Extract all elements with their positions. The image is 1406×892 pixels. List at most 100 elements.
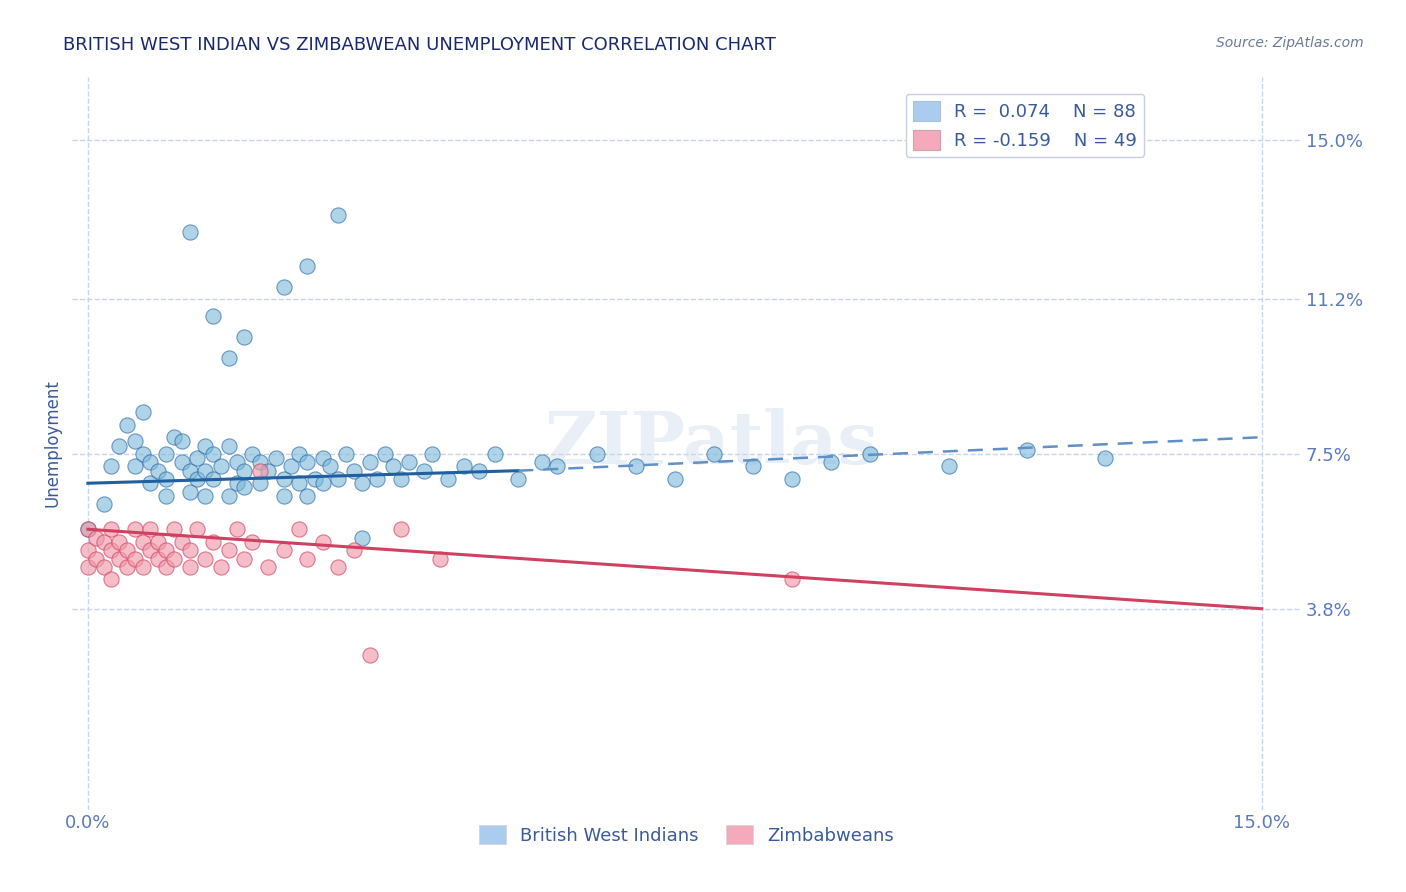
Point (453, 459, 475, 474)
Point (124, 459, 146, 474)
Point (170, 455, 193, 469)
Point (131, 405, 153, 419)
Point (186, 522, 208, 536)
Point (311, 534, 333, 549)
Point (295, 455, 318, 469)
Point (179, 560, 201, 574)
Point (225, 455, 247, 469)
Point (209, 459, 232, 474)
Point (209, 560, 232, 574)
Point (155, 472, 177, 486)
Point (194, 464, 217, 478)
Point (398, 455, 420, 469)
Point (186, 472, 208, 486)
Point (288, 447, 311, 461)
Point (155, 543, 177, 558)
Point (163, 430, 186, 444)
Point (77, 543, 100, 558)
Text: Source: ZipAtlas.com: Source: ZipAtlas.com (1216, 36, 1364, 50)
Point (240, 534, 263, 549)
Point (124, 551, 146, 566)
Point (389, 472, 412, 486)
Point (84, 551, 107, 566)
Point (108, 534, 131, 549)
Point (93, 534, 115, 549)
Point (179, 464, 201, 478)
Point (264, 451, 287, 466)
Point (139, 543, 162, 558)
Point (233, 330, 256, 344)
Point (546, 459, 568, 474)
Point (179, 543, 201, 558)
Point (295, 551, 318, 566)
Point (84, 531, 107, 545)
Point (273, 543, 295, 558)
Point (468, 464, 491, 478)
Point (148, 534, 170, 549)
Point (218, 489, 240, 503)
Legend: R =  0.074    N = 88, R = -0.159    N = 49: R = 0.074 N = 88, R = -0.159 N = 49 (905, 94, 1144, 157)
Point (530, 455, 553, 469)
Point (131, 560, 153, 574)
Point (115, 417, 138, 432)
Point (343, 543, 366, 558)
Point (179, 225, 201, 239)
Point (335, 447, 357, 461)
Point (108, 439, 131, 453)
Point (249, 464, 271, 478)
Point (288, 522, 311, 536)
Point (859, 447, 882, 461)
Point (780, 472, 803, 486)
Point (139, 455, 162, 469)
Point (295, 259, 318, 273)
Point (249, 455, 271, 469)
Point (77, 522, 100, 536)
Point (328, 472, 350, 486)
Point (820, 455, 842, 469)
Point (100, 543, 122, 558)
Point (170, 534, 193, 549)
Point (218, 439, 240, 453)
Point (139, 476, 162, 491)
Point (186, 451, 208, 466)
Point (131, 534, 153, 549)
Point (225, 476, 247, 491)
Point (202, 534, 225, 549)
Y-axis label: Unemployment: Unemployment (44, 380, 60, 508)
Point (484, 447, 506, 461)
Point (624, 459, 647, 474)
Point (100, 573, 122, 587)
Point (295, 489, 318, 503)
Point (93, 497, 115, 511)
Text: BRITISH WEST INDIAN VS ZIMBABWEAN UNEMPLOYMENT CORRELATION CHART: BRITISH WEST INDIAN VS ZIMBABWEAN UNEMPL… (63, 36, 776, 54)
Point (257, 464, 280, 478)
Text: ZIPatlas: ZIPatlas (544, 408, 879, 479)
Point (420, 447, 443, 461)
Point (311, 451, 333, 466)
Point (170, 434, 193, 449)
Point (155, 560, 177, 574)
Point (202, 447, 225, 461)
Point (413, 464, 436, 478)
Point (249, 476, 271, 491)
Point (163, 551, 186, 566)
Point (139, 522, 162, 536)
Point (179, 484, 201, 499)
Point (77, 560, 100, 574)
Point (328, 560, 350, 574)
Point (273, 279, 295, 293)
Point (429, 551, 451, 566)
Point (202, 472, 225, 486)
Point (328, 209, 350, 223)
Point (311, 476, 333, 491)
Point (124, 434, 146, 449)
Point (218, 543, 240, 558)
Point (359, 648, 381, 662)
Point (93, 560, 115, 574)
Point (585, 447, 607, 461)
Point (148, 551, 170, 566)
Point (257, 560, 280, 574)
Point (938, 459, 960, 474)
Point (780, 573, 803, 587)
Point (155, 447, 177, 461)
